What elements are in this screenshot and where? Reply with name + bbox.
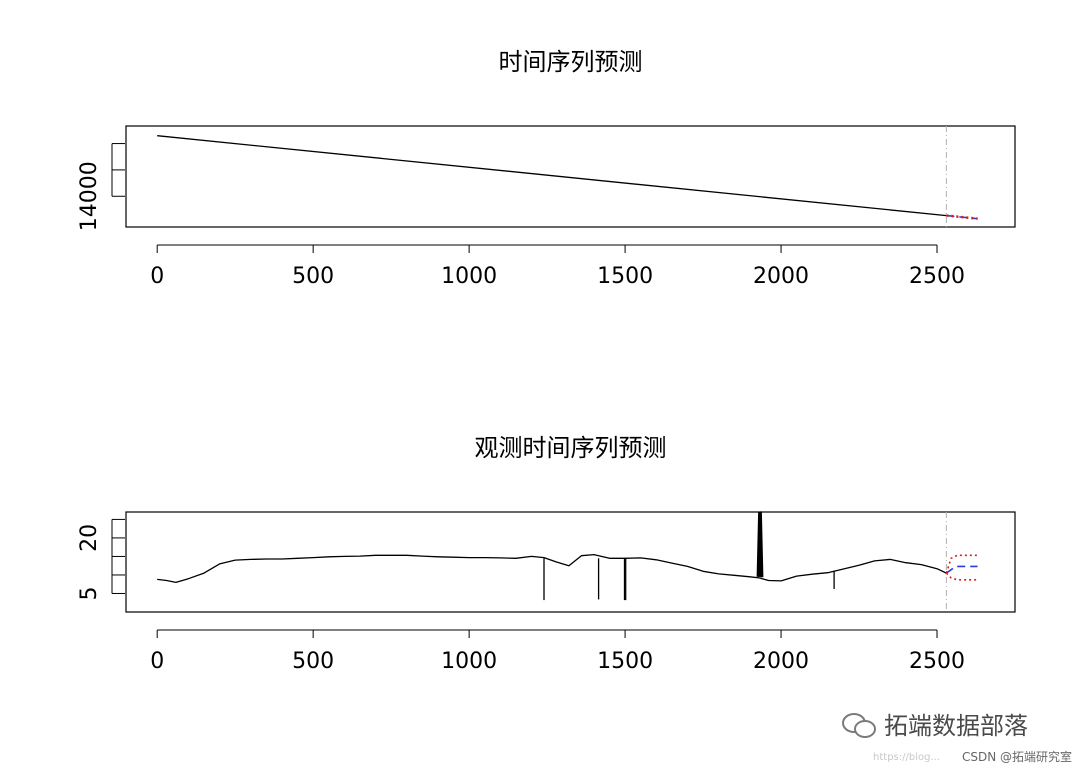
x-tick-label: 2500 [909, 264, 965, 289]
panel-time-series-forecast: 时间序列预测 0 500 1000 1500 2000 2500 14000 [77, 48, 1016, 289]
watermark-brand-text: 拓端数据部落 [884, 712, 1028, 740]
forecast-mean-line [945, 565, 978, 574]
x-tick-label: 2000 [753, 649, 809, 674]
y-tick-label: 5 [77, 586, 102, 600]
x-tick-label: 2500 [909, 649, 965, 674]
observed-series-line [157, 135, 947, 217]
forecast-interval-line [946, 215, 978, 220]
y-tick-label: 20 [77, 524, 102, 552]
watermark-faint-url: https://blog... [873, 752, 940, 763]
x-tick-label: 1000 [441, 649, 497, 674]
wechat-icon [842, 711, 876, 738]
x-tick-label: 2000 [753, 264, 809, 289]
x-tick-label: 1500 [597, 264, 653, 289]
x-tick-label: 0 [150, 264, 164, 289]
watermark-source: CSDN @拓端研究室 [961, 750, 1072, 764]
observed-spike-up [756, 511, 764, 578]
forecast-interval-line [946, 214, 978, 219]
observed-series-line [157, 553, 947, 584]
x-tick-label: 500 [292, 264, 334, 289]
chart-title: 观测时间序列预测 [475, 434, 667, 462]
panel-observed-series-forecast: 观测时间序列预测 0 500 1000 1500 2000 2500 5 20 [77, 434, 1016, 674]
y-tick-label: 14000 [77, 161, 102, 231]
plot-frame [125, 511, 1016, 613]
x-tick-label: 1000 [441, 264, 497, 289]
x-tick-label: 0 [150, 649, 164, 674]
plot-frame [125, 125, 1016, 228]
chart-title: 时间序列预测 [499, 48, 643, 76]
x-tick-label: 500 [292, 649, 334, 674]
x-tick-label: 1500 [597, 649, 653, 674]
forecast-interval-line [945, 572, 978, 581]
watermark-brand: 拓端数据部落 [842, 706, 1028, 741]
